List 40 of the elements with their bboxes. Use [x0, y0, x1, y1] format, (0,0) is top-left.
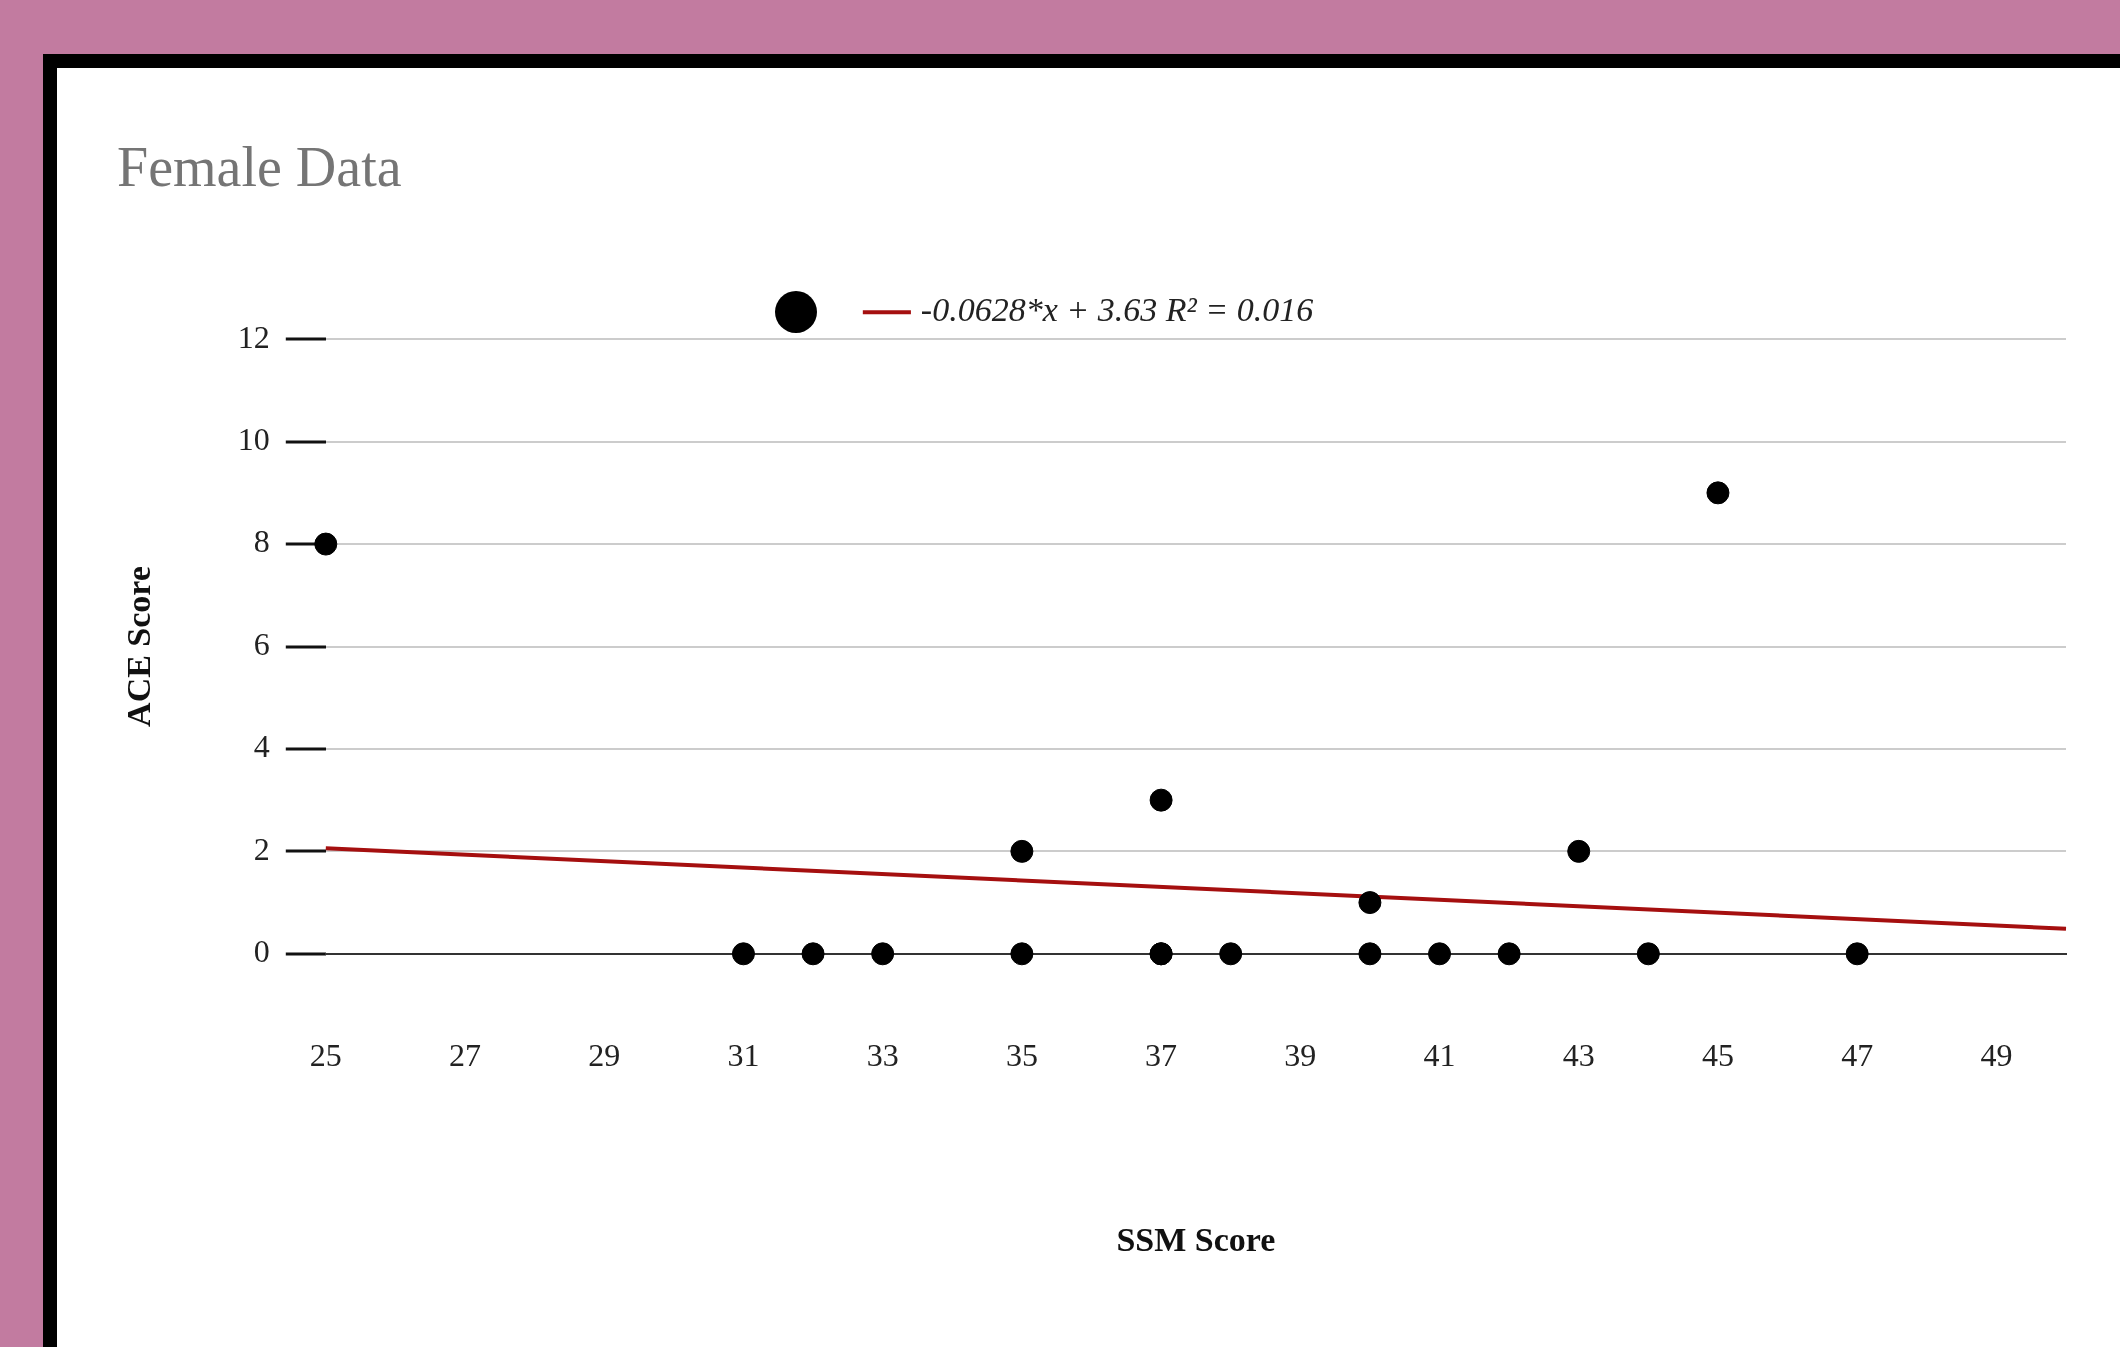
chart-title: Female Data: [117, 136, 402, 199]
x-tick-label: 27: [449, 1037, 482, 1074]
point: [1358, 891, 1382, 915]
y-tick-label: 10: [237, 421, 270, 458]
point: [1219, 942, 1243, 966]
x-tick-label: 33: [866, 1037, 899, 1074]
point: [1845, 942, 1869, 966]
x-tick-label: 25: [309, 1037, 342, 1074]
x-tick-label: 39: [1284, 1037, 1317, 1074]
point: [314, 532, 338, 556]
x-tick-label: 41: [1423, 1037, 1456, 1074]
x-tick-label: 35: [1005, 1037, 1038, 1074]
x-axis-title: SSM Score: [1116, 1221, 1276, 1259]
x-tick-label: 37: [1145, 1037, 1178, 1074]
point: [1567, 839, 1591, 863]
point: [1358, 942, 1382, 966]
x-tick-label: 45: [1701, 1037, 1734, 1074]
point: [1497, 942, 1521, 966]
x-tick-label: 29: [588, 1037, 621, 1074]
x-tick-label: 47: [1841, 1037, 1874, 1074]
x-tick-label: 43: [1562, 1037, 1595, 1074]
y-tick-label: 12: [237, 318, 270, 355]
legend-label: -0.0628*x + 3.63 R² = 0.016: [920, 291, 1314, 329]
point: [731, 942, 755, 966]
point: [871, 942, 895, 966]
y-tick-label: 4: [253, 728, 270, 765]
point: [1010, 942, 1034, 966]
point: [1706, 481, 1730, 505]
y-tick-label: 2: [253, 830, 270, 867]
x-tick-label: 49: [1980, 1037, 2013, 1074]
x-tick-label: 31: [727, 1037, 760, 1074]
point: [801, 942, 825, 966]
y-axis-title: ACE Score: [120, 566, 158, 727]
y-tick-label: 8: [253, 523, 270, 560]
point: [1428, 942, 1452, 966]
point: [1636, 942, 1660, 966]
point: [1149, 788, 1173, 812]
y-tick-label: 0: [253, 933, 270, 970]
point: [1010, 839, 1034, 863]
y-tick-label: 6: [253, 625, 270, 662]
